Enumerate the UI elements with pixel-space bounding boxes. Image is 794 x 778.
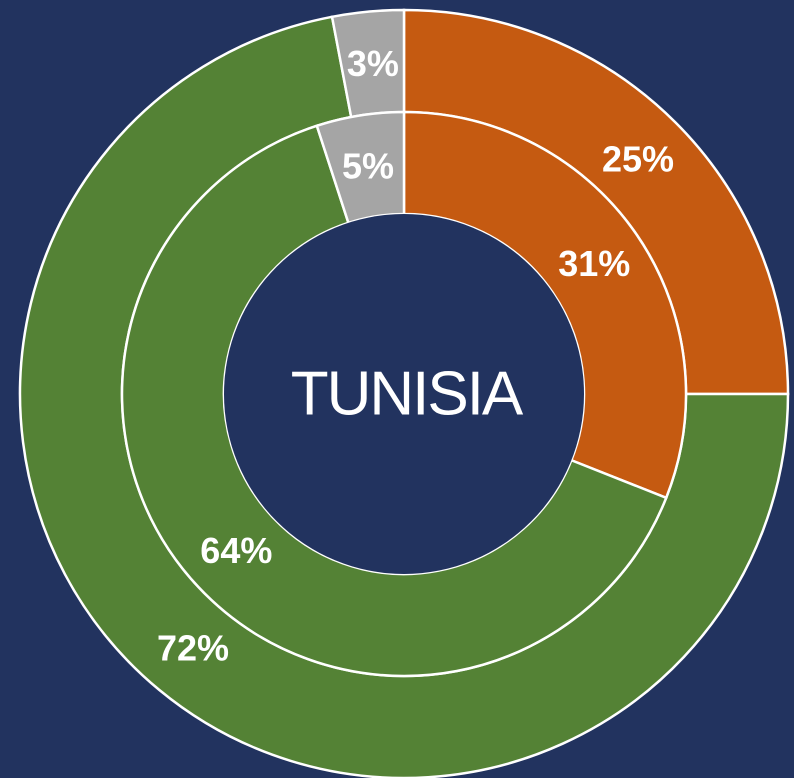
data-label: 25% (602, 138, 674, 179)
data-label: 64% (200, 530, 272, 571)
data-label: 5% (342, 145, 394, 186)
center-label: TUNISIA (291, 359, 524, 428)
data-label: 3% (347, 43, 399, 84)
data-label: 72% (157, 628, 229, 669)
donut-hole (224, 214, 584, 574)
donut-slice (402, 110, 688, 500)
data-label: 31% (558, 243, 630, 284)
